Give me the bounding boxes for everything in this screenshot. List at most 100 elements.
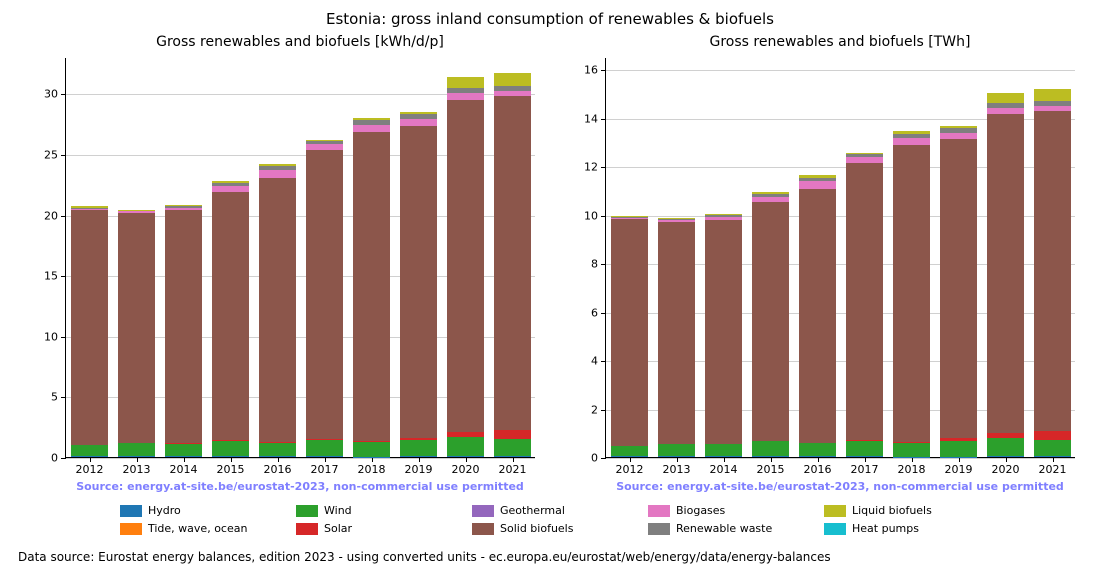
right-bar-2017: [846, 57, 883, 457]
right-seg-hydro: [611, 456, 648, 457]
left-seg-solar: [400, 438, 437, 441]
left-seg-biogases: [212, 186, 249, 191]
right-xtick-label: 2018: [898, 463, 926, 476]
left-xtick-mark: [466, 457, 467, 462]
right-xtick-label: 2016: [804, 463, 832, 476]
right-bar-2013: [658, 57, 695, 457]
right-seg-renewable_waste: [705, 215, 742, 217]
left-ytick-label: 30: [44, 88, 58, 101]
left-seg-liquid_biofuels: [259, 164, 296, 166]
left-seg-renewable_waste: [259, 166, 296, 170]
right-ytick-mark: [601, 119, 606, 120]
right-seg-wind: [752, 441, 789, 456]
right-xtick-label: 2015: [757, 463, 785, 476]
legend-label-hydro: Hydro: [148, 504, 181, 517]
right-ytick-mark: [601, 167, 606, 168]
legend-swatch-wind: [296, 505, 318, 517]
left-seg-wind: [400, 440, 437, 456]
left-xtick-label: 2020: [452, 463, 480, 476]
right-seg-hydro: [846, 456, 883, 457]
right-seg-liquid_biofuels: [752, 192, 789, 193]
right-xtick-label: 2021: [1039, 463, 1067, 476]
right-seg-solid_biofuels: [940, 139, 977, 438]
right-seg-wind: [893, 442, 930, 456]
left-bar-2012: [71, 57, 108, 457]
right-seg-wind: [1034, 440, 1071, 456]
right-ytick-label: 4: [591, 355, 598, 368]
right-seg-renewable_waste: [893, 134, 930, 139]
left-seg-liquid_biofuels: [212, 181, 249, 182]
right-xtick-label: 2014: [710, 463, 738, 476]
left-seg-biogases: [259, 170, 296, 178]
right-xtick-mark: [912, 457, 913, 462]
left-seg-biogases: [71, 208, 108, 210]
right-seg-biogases: [940, 133, 977, 139]
right-bar-2020: [987, 57, 1024, 457]
right-ytick-mark: [601, 361, 606, 362]
left-ytick-label: 20: [44, 209, 58, 222]
left-seg-wind: [353, 442, 390, 457]
legend-item-heat_pumps: Heat pumps: [824, 522, 919, 535]
right-seg-biogases: [799, 181, 836, 189]
right-seg-solid_biofuels: [1034, 111, 1071, 431]
legend-item-solid_biofuels: Solid biofuels: [472, 522, 573, 535]
left-xtick-label: 2019: [405, 463, 433, 476]
left-seg-solar: [494, 430, 531, 440]
right-seg-solar: [1034, 431, 1071, 440]
left-seg-liquid_biofuels: [353, 118, 390, 120]
legend-item-geothermal: Geothermal: [472, 504, 565, 517]
right-seg-hydro: [705, 456, 742, 457]
right-xtick-mark: [818, 457, 819, 462]
right-seg-liquid_biofuels: [893, 131, 930, 133]
legend-swatch-geothermal: [472, 505, 494, 517]
left-xtick-mark: [137, 457, 138, 462]
right-xtick-mark: [959, 457, 960, 462]
left-seg-wind: [165, 443, 202, 456]
right-seg-solar: [987, 433, 1024, 438]
right-seg-renewable_waste: [940, 128, 977, 133]
right-bar-2021: [1034, 57, 1071, 457]
left-xtick-label: 2013: [123, 463, 151, 476]
right-ytick-label: 6: [591, 306, 598, 319]
right-seg-biogases: [705, 217, 742, 220]
left-ytick-mark: [61, 276, 66, 277]
right-seg-liquid_biofuels: [940, 126, 977, 128]
right-seg-liquid_biofuels: [1034, 89, 1071, 102]
right-seg-solid_biofuels: [658, 222, 695, 444]
right-ytick-label: 8: [591, 258, 598, 271]
left-bar-2020: [447, 57, 484, 457]
right-ytick-label: 12: [584, 161, 598, 174]
right-bar-2019: [940, 57, 977, 457]
right-seg-renewable_waste: [799, 178, 836, 181]
right-seg-wind: [987, 438, 1024, 457]
left-seg-hydro: [71, 456, 108, 457]
left-seg-solar: [353, 441, 390, 442]
left-seg-biogases: [353, 125, 390, 132]
left-ytick-mark: [61, 94, 66, 95]
left-seg-hydro: [306, 456, 343, 457]
right-seg-solid_biofuels: [799, 189, 836, 443]
right-seg-biogases: [846, 157, 883, 163]
left-seg-hydro: [259, 456, 296, 457]
right-xtick-mark: [771, 457, 772, 462]
right-seg-biogases: [893, 138, 930, 145]
legend-label-tide: Tide, wave, ocean: [148, 522, 247, 535]
subplot-right: Gross renewables and biofuels [TWh] 0246…: [605, 58, 1075, 458]
legend-label-heat_pumps: Heat pumps: [852, 522, 919, 535]
left-seg-liquid_biofuels: [71, 206, 108, 207]
legend-label-renewable_waste: Renewable waste: [676, 522, 772, 535]
left-ytick-label: 25: [44, 148, 58, 161]
left-seg-wind: [118, 443, 155, 456]
right-seg-solar: [893, 442, 930, 443]
legend-swatch-solid_biofuels: [472, 523, 494, 535]
left-seg-hydro: [118, 456, 155, 457]
left-seg-liquid_biofuels: [400, 112, 437, 114]
left-seg-renewable_waste: [306, 140, 343, 144]
legend-label-biogases: Biogases: [676, 504, 725, 517]
left-seg-liquid_biofuels: [494, 73, 531, 86]
right-xtick-mark: [724, 457, 725, 462]
right-seg-renewable_waste: [1034, 101, 1071, 106]
legend-item-tide: Tide, wave, ocean: [120, 522, 247, 535]
right-seg-liquid_biofuels: [799, 175, 836, 177]
legend: HydroTide, wave, oceanWindSolarGeotherma…: [120, 504, 1000, 540]
